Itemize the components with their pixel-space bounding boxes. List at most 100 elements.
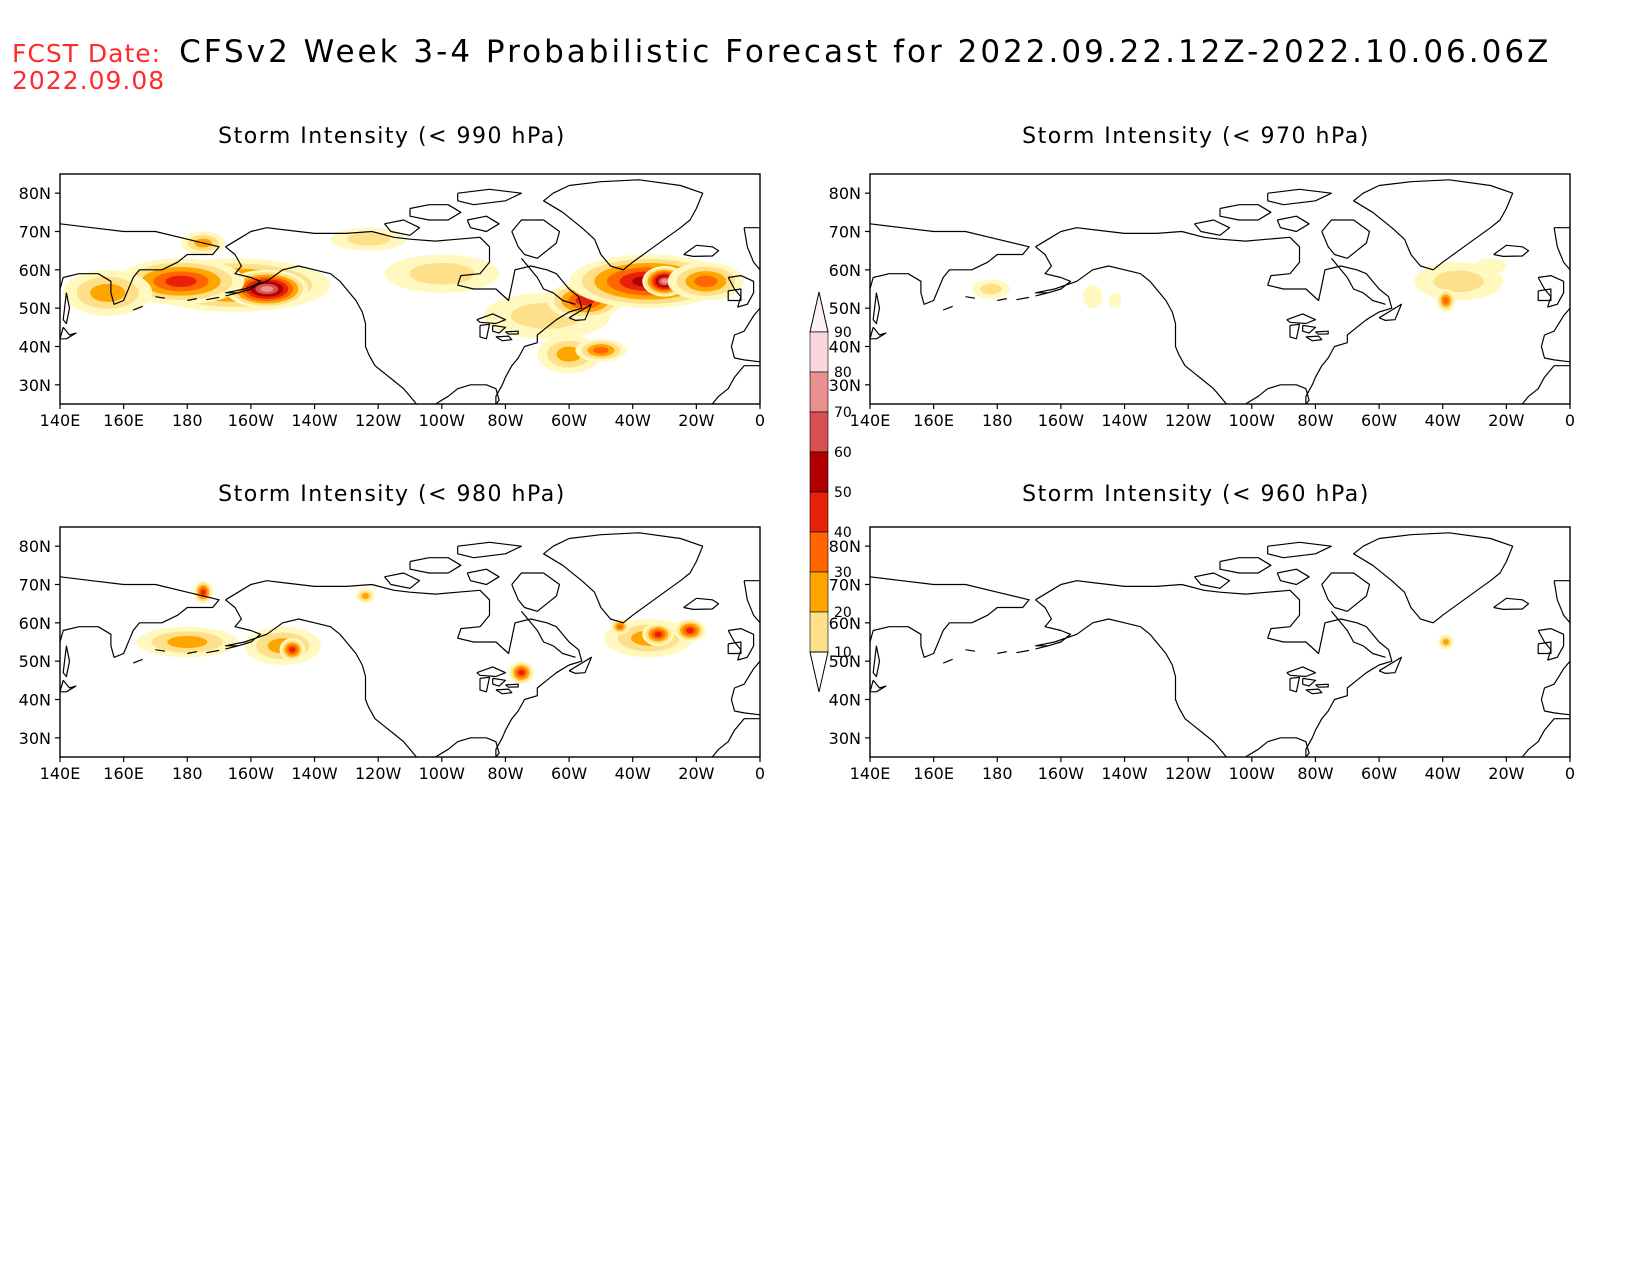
y-tick-label: 50N [829, 299, 861, 318]
y-tick-label: 60N [19, 261, 51, 280]
probability-contour-40 [1443, 297, 1449, 304]
y-tick-label: 30N [829, 376, 861, 395]
probability-contour-10 [1083, 285, 1103, 309]
probability-shading [136, 580, 706, 685]
x-tick-label: 0 [755, 764, 765, 783]
coastline-segment [1276, 215, 1310, 233]
coastline-segment [1289, 676, 1301, 693]
x-tick-label: 20W [1488, 411, 1524, 430]
figure-header: FCST Date: CFSv2 Week 3-4 Probabilistic … [12, 34, 1551, 95]
x-tick-label: 160E [103, 764, 144, 783]
y-tick-label: 80N [829, 184, 861, 203]
coastline-segment [225, 227, 583, 404]
coastline-segment [1330, 257, 1386, 305]
colorbar-label: 60 [834, 445, 852, 461]
y-tick-label: 30N [19, 729, 51, 748]
y-tick-label: 60N [829, 614, 861, 633]
coastline-segment [743, 580, 760, 624]
coastline-segment [1330, 610, 1386, 658]
coastline-segment [155, 649, 166, 652]
coastline-segment [1521, 365, 1570, 404]
x-tick-label: 60W [1361, 411, 1397, 430]
coastline-segment [225, 580, 583, 757]
coastline-segment [1493, 244, 1530, 257]
colorbar-label: 80 [834, 365, 852, 381]
coastline-segment [1353, 179, 1514, 271]
coastline-segment [568, 303, 592, 321]
coastline-segment [409, 204, 462, 221]
coastline-segment [1267, 188, 1332, 206]
x-tick-label: 160W [1038, 764, 1085, 783]
x-tick-label: 80W [487, 764, 523, 783]
colorbar-box [809, 411, 829, 453]
coastline-segment [1035, 580, 1393, 757]
coastline-segment [543, 532, 704, 624]
map-frame [869, 173, 1571, 405]
x-tick-label: 140E [850, 764, 891, 783]
coastline-segment [225, 292, 239, 297]
coastline-segment [1035, 292, 1049, 297]
map-panel-990: 140E 160E 180 160W 140W 120W 100W 80W 60W 40W 20W 0… [19, 173, 765, 430]
y-tick-label: 30N [829, 729, 861, 748]
panel-title-980: Storm Intensity (< 980 hPa) [218, 482, 566, 507]
colorbar-box [809, 371, 829, 413]
x-tick-label: 20W [678, 764, 714, 783]
probability-contour-30 [90, 283, 126, 302]
coastline-segment [942, 658, 953, 664]
probability-contour-20 [1433, 270, 1484, 293]
probability-contour-30 [556, 346, 582, 362]
y-tick-label: 40N [19, 691, 51, 710]
coastline-segment [1537, 628, 1565, 661]
probability-contour-50 [200, 589, 206, 595]
y-tick-label: 50N [19, 299, 51, 318]
x-tick-label: 0 [1565, 411, 1575, 430]
x-tick-label: 40W [615, 764, 651, 783]
coastline-segment [997, 651, 1007, 655]
x-tick-label: 160W [1038, 411, 1085, 430]
x-tick-label: 140W [291, 411, 338, 430]
coastline-segment [384, 219, 421, 236]
coastline-segment [730, 660, 760, 716]
coastline-segment [60, 576, 220, 658]
coastline-segment [872, 292, 881, 325]
coastline-segment [457, 188, 522, 206]
coastline-segment [520, 257, 576, 305]
coastline-segment [1315, 683, 1329, 688]
coastline-segment [1321, 219, 1371, 259]
map-frame [59, 526, 761, 758]
probability-contour-10 [1474, 258, 1507, 274]
y-tick-label: 80N [19, 184, 51, 203]
x-tick-label: 120W [355, 411, 402, 430]
colorbar-box [809, 571, 829, 613]
y-tick-label: 50N [19, 652, 51, 671]
colorbar-label: 30 [834, 565, 852, 581]
coastline-segment [1305, 688, 1323, 695]
x-tick-label: 100W [1229, 411, 1276, 430]
y-tick-label: 80N [19, 537, 51, 556]
panel-title-970: Storm Intensity (< 970 hPa) [1022, 124, 1370, 149]
y-tick-label: 60N [829, 261, 861, 280]
coastline-segment [1537, 288, 1552, 302]
x-tick-label: 140W [1101, 411, 1148, 430]
coastline-segment [727, 288, 742, 302]
coastline-segment [1286, 313, 1317, 325]
probability-contour-40 [617, 624, 623, 629]
coastline-segment [476, 313, 507, 325]
x-tick-label: 140E [40, 764, 81, 783]
colorbar-box [809, 531, 829, 573]
probability-contour-50 [289, 646, 296, 653]
coastline-segment [1537, 641, 1552, 655]
y-tick-label: 40N [829, 338, 861, 357]
y-tick-label: 70N [19, 576, 51, 595]
coastline-segment [511, 572, 561, 612]
coastline-segment [206, 649, 220, 654]
x-tick-label: 40W [615, 411, 651, 430]
colorbar-bottom-extension [809, 651, 829, 692]
colorbar-box [809, 331, 829, 373]
x-tick-label: 180 [172, 764, 203, 783]
coastline-segment [520, 610, 576, 658]
probability-colorbar: 90 80 70 60 50 40 30 20 10 [809, 291, 852, 692]
coastline-segment [1016, 296, 1030, 301]
coastline-segment [155, 296, 166, 299]
coastline-segment [1245, 737, 1310, 757]
